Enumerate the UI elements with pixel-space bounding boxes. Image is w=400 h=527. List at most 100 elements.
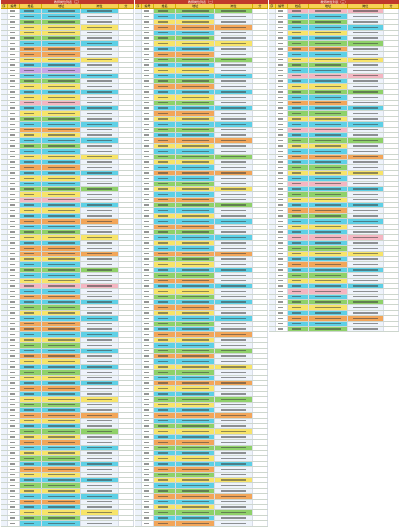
table-cell: [154, 224, 177, 230]
table-cell: [1, 30, 8, 35]
table-row: [135, 300, 268, 306]
table-cell: [287, 240, 310, 246]
table-cell: [42, 154, 82, 159]
table-row: [1, 111, 134, 117]
column-header-cell: 序号: [269, 4, 276, 8]
table-cell: [252, 273, 268, 278]
table-cell: [154, 364, 177, 370]
table-cell: [176, 483, 216, 488]
table-row: [135, 25, 268, 31]
table-row: [269, 35, 399, 42]
table-cell: [135, 440, 142, 445]
table-cell: [347, 256, 385, 262]
table-cell: [176, 424, 216, 429]
table-cell: [252, 321, 268, 327]
table-cell: [135, 84, 142, 89]
table-row: [1, 321, 134, 328]
table-cell: [135, 111, 142, 116]
table-cell: [20, 246, 43, 251]
table-cell: [287, 273, 310, 278]
table-cell: [215, 407, 253, 413]
table-cell: [20, 19, 43, 25]
table-cell: [42, 386, 82, 391]
table-cell: [215, 154, 253, 159]
table-cell: [275, 327, 288, 332]
table-row: [1, 89, 134, 96]
table-cell: [309, 283, 348, 289]
table-cell: [20, 267, 43, 273]
table-cell: [20, 273, 43, 278]
table-cell: [20, 521, 43, 526]
table-cell: [135, 235, 142, 240]
table-row: [269, 73, 399, 80]
table-row: [1, 73, 134, 80]
table-cell: [7, 52, 21, 57]
table-cell: [275, 224, 288, 230]
table-cell: [81, 310, 119, 316]
table-cell: [141, 35, 155, 41]
table-cell: [309, 62, 348, 68]
table-cell: [347, 46, 385, 52]
table-cell: [135, 364, 142, 370]
table-cell: [287, 46, 310, 52]
table-cell: [141, 30, 155, 35]
table-cell: [118, 467, 134, 472]
table-cell: [7, 380, 21, 386]
table-cell: [1, 354, 8, 359]
table-cell: [287, 57, 310, 62]
table-cell: [215, 348, 253, 353]
table-cell: [7, 515, 21, 521]
table-cell: [275, 116, 288, 122]
table-cell: [309, 19, 348, 25]
table-cell: [176, 402, 216, 407]
table-cell: [347, 138, 385, 143]
table-cell: [287, 41, 310, 46]
table-cell: [275, 240, 288, 246]
table-cell: [7, 240, 21, 246]
column-header-cell: 分: [253, 4, 268, 8]
table-cell: [1, 149, 8, 154]
table-cell: [118, 246, 134, 251]
table-cell: [252, 73, 268, 79]
table-cell: [20, 14, 43, 19]
table-cell: [141, 488, 155, 494]
table-cell: [309, 46, 348, 52]
table-row: [135, 316, 268, 322]
table-cell: [154, 165, 177, 170]
table-cell: [7, 203, 21, 208]
table-cell: [118, 386, 134, 391]
table-cell: [141, 429, 155, 434]
table-cell: [287, 262, 310, 267]
table-cell: [1, 310, 8, 316]
table-cell: [287, 283, 310, 289]
table-cell: [176, 283, 216, 289]
table-cell: [81, 429, 119, 434]
table-cell: [252, 397, 268, 402]
table-cell: [81, 483, 119, 488]
table-row: [269, 79, 399, 85]
table-cell: [309, 256, 348, 262]
table-row: [1, 300, 134, 306]
table-cell: [347, 9, 385, 14]
table-cell: [81, 52, 119, 57]
table-cell: [154, 25, 177, 30]
table-cell: [309, 68, 348, 73]
table-cell: [135, 68, 142, 73]
table-row: [135, 391, 268, 398]
table-cell: [269, 235, 276, 240]
table-cell: [81, 30, 119, 35]
table-row: [1, 106, 134, 112]
table-cell: [252, 68, 268, 73]
table-cell: [141, 154, 155, 159]
table-cell: [141, 348, 155, 353]
table-cell: [1, 203, 8, 208]
table-cell: [1, 127, 8, 132]
column-header-cell: 岗位: [81, 4, 119, 8]
table-cell: [269, 46, 276, 52]
table-cell: [7, 316, 21, 321]
table-cell: [42, 424, 82, 429]
table-cell: [154, 451, 177, 456]
table-cell: [287, 219, 310, 224]
table-cell: [135, 219, 142, 224]
table-row: [269, 9, 399, 15]
